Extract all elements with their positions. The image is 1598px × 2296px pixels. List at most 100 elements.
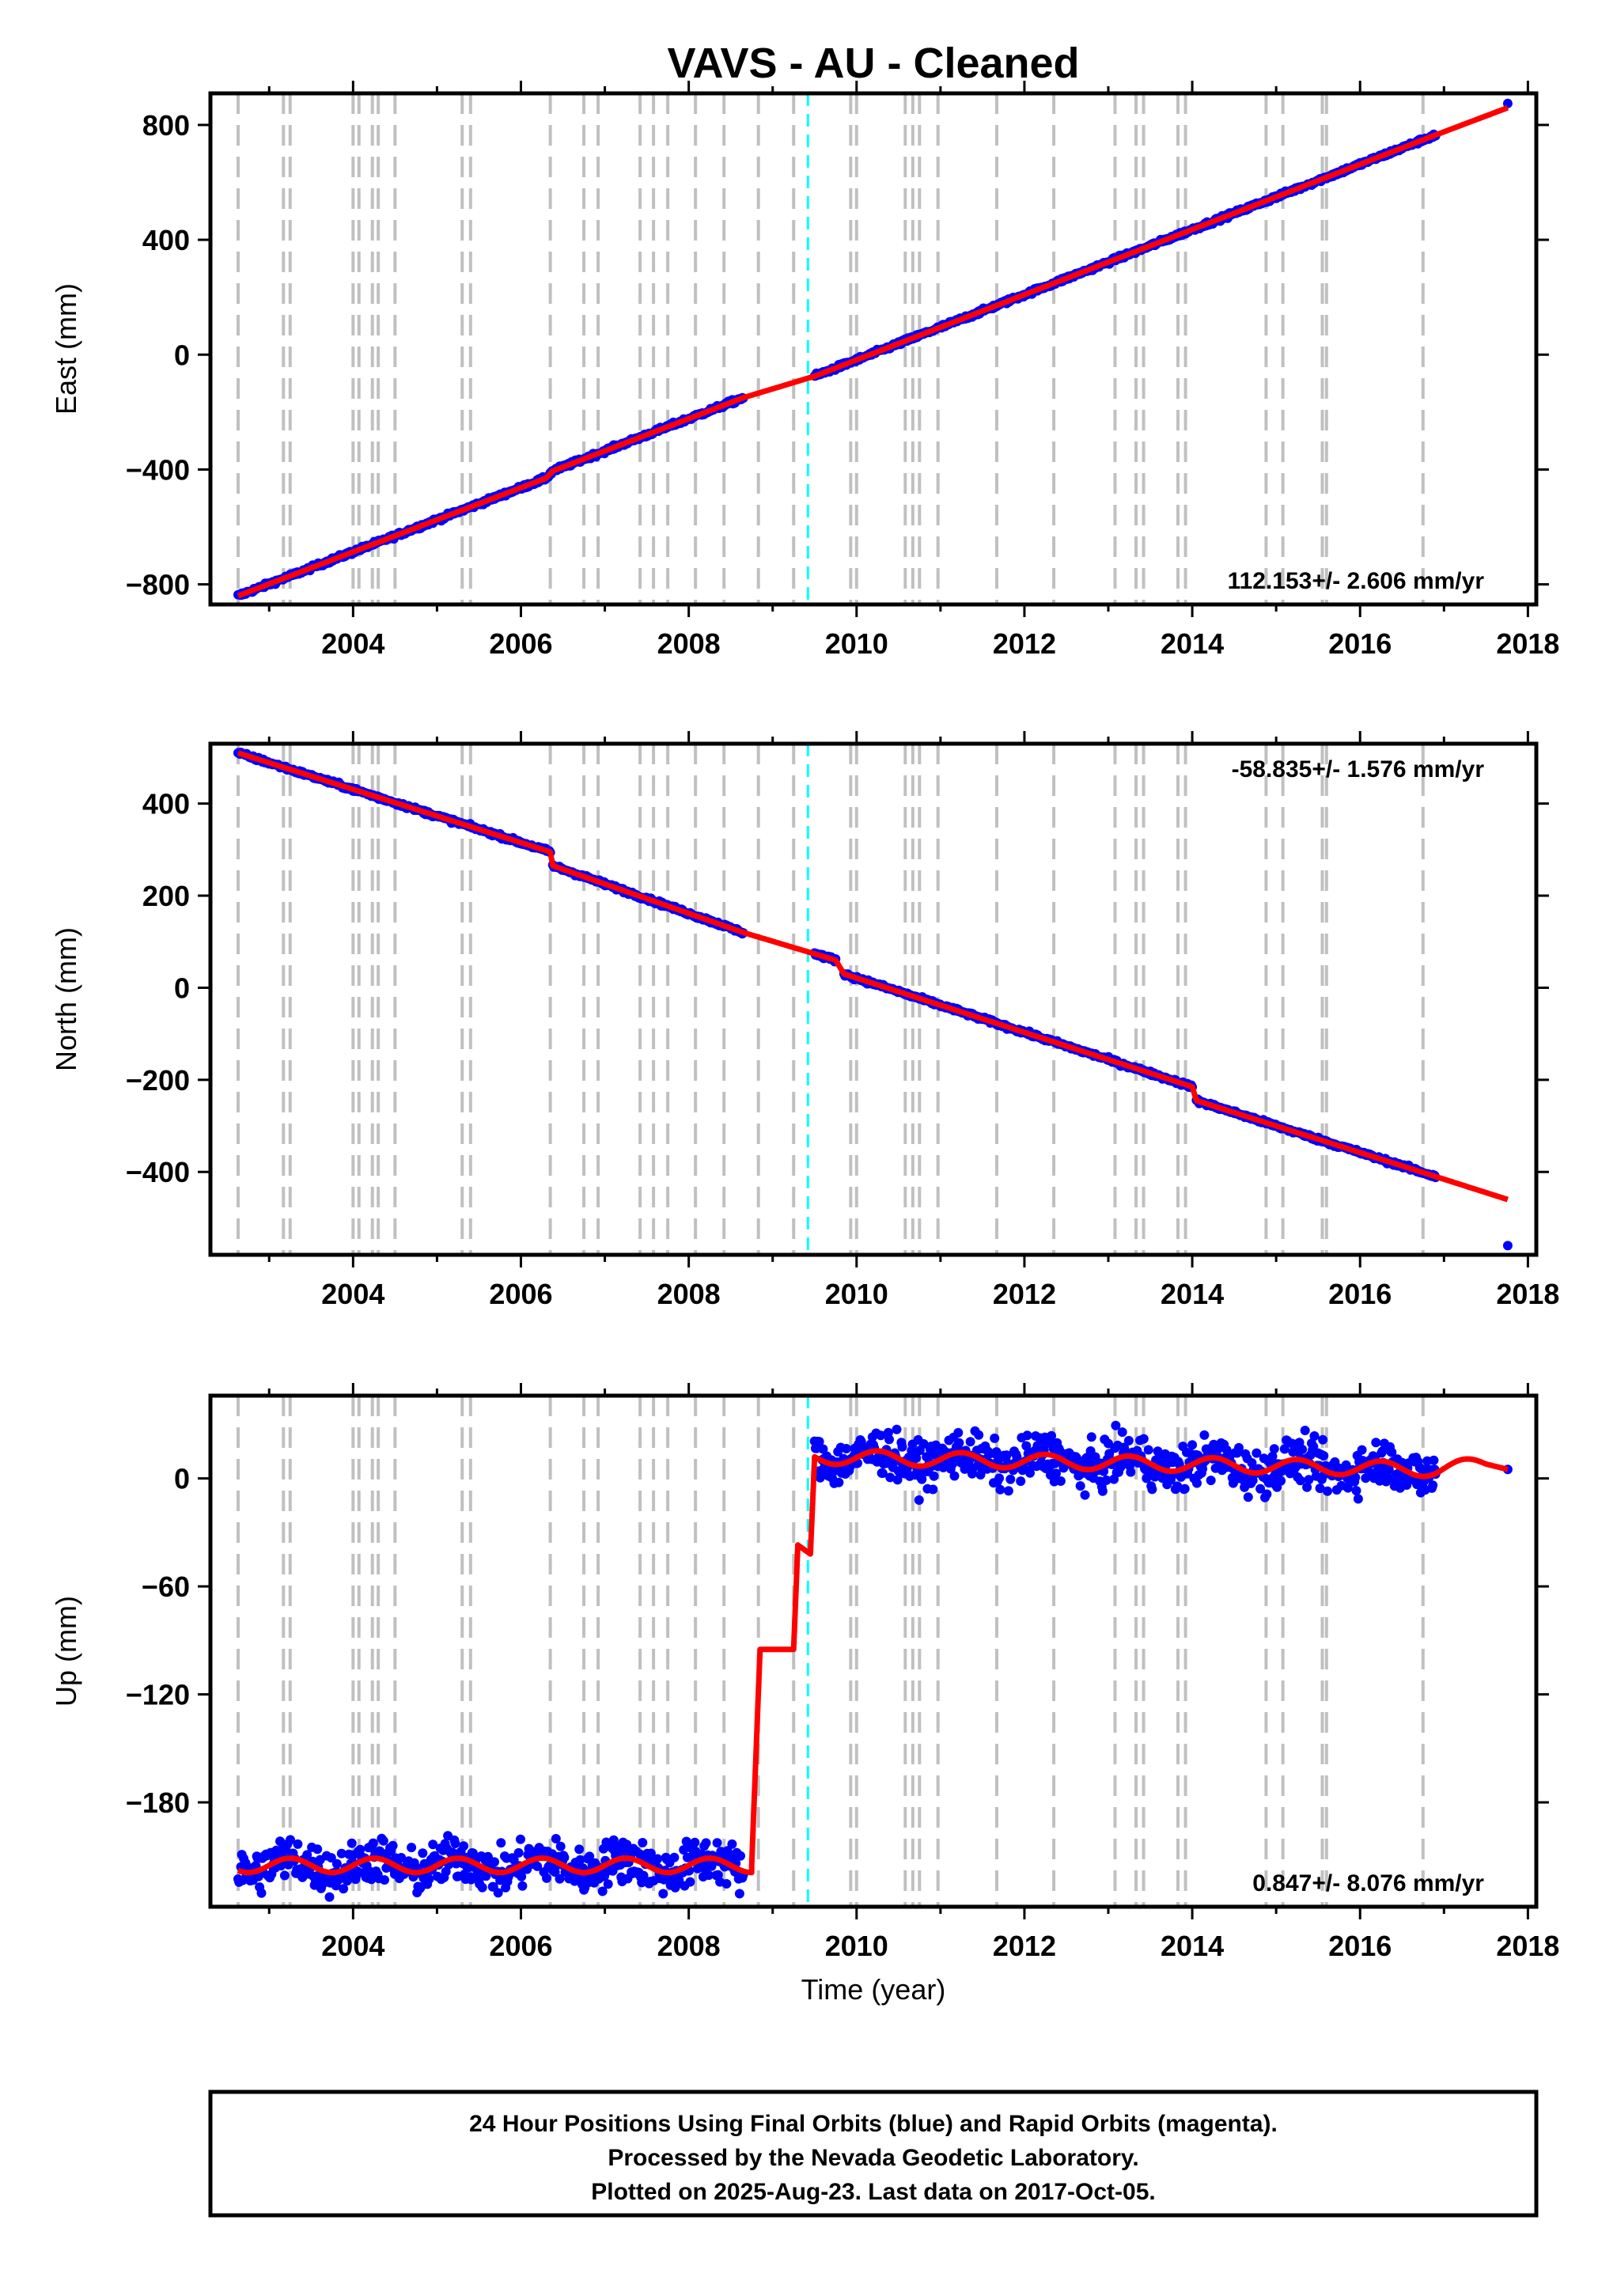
- data-point: [1502, 1241, 1513, 1251]
- x-tick-label: 2008: [657, 1278, 721, 1310]
- data-point: [302, 1850, 312, 1860]
- data-point: [685, 1877, 695, 1887]
- data-point: [953, 1427, 964, 1438]
- data-point: [929, 1471, 939, 1481]
- data-point: [1192, 1478, 1202, 1488]
- data-point: [509, 1855, 519, 1865]
- data-point: [974, 1430, 984, 1440]
- data-point: [368, 1838, 378, 1848]
- data-point: [1123, 1435, 1134, 1445]
- data-point: [1221, 1445, 1232, 1455]
- data-point: [669, 1852, 680, 1862]
- data-point: [884, 1434, 894, 1445]
- data-point: [418, 1848, 428, 1858]
- y-tick-label: 400: [142, 224, 190, 256]
- data-point: [1111, 1420, 1121, 1430]
- x-tick-label: 2010: [825, 1278, 888, 1310]
- y-tick-label: 0: [174, 339, 190, 371]
- data-point: [516, 1834, 525, 1844]
- data-point: [1295, 1476, 1305, 1486]
- data-point: [1051, 1468, 1061, 1479]
- data-point: [551, 1834, 561, 1843]
- x-tick-label: 2010: [825, 627, 888, 660]
- data-point: [815, 1472, 825, 1483]
- data-point: [1252, 1448, 1262, 1458]
- data-point: [1377, 1446, 1388, 1457]
- data-point: [1269, 1444, 1279, 1454]
- y-tick-label: 0: [174, 1463, 190, 1495]
- data-point: [1097, 1486, 1108, 1496]
- data-point: [1104, 1438, 1113, 1449]
- x-tick-label: 2014: [1161, 627, 1224, 660]
- data-point: [312, 1844, 323, 1855]
- data-point: [1428, 1480, 1438, 1491]
- y-tick-label: −120: [126, 1679, 190, 1711]
- data-point: [513, 1847, 524, 1858]
- x-axis-label: Time (year): [801, 1973, 946, 2006]
- east-model-line: [237, 104, 1509, 599]
- north-model-line: [237, 750, 1509, 1203]
- data-point: [448, 1847, 457, 1858]
- data-point: [679, 1845, 689, 1855]
- data-point: [1143, 1445, 1153, 1455]
- data-point: [339, 1884, 349, 1894]
- data-point: [496, 1838, 506, 1848]
- east-rate-label: 112.153+/- 2.606 mm/yr: [1228, 568, 1485, 594]
- data-point: [814, 1437, 824, 1447]
- x-tick-label: 2012: [993, 627, 1056, 660]
- data-point: [1279, 1444, 1289, 1454]
- data-point: [897, 1442, 907, 1452]
- data-point: [366, 1874, 377, 1885]
- data-point: [1234, 1442, 1244, 1453]
- footer-line-2: Processed by the Nevada Geodetic Laborat…: [608, 2145, 1138, 2171]
- north-plot-area: [233, 744, 1513, 1255]
- x-tick-label: 2016: [1328, 1930, 1392, 1962]
- data-point: [532, 1861, 543, 1871]
- panels: 2004 2006 2008 2010 2012 2014 2016 2018 −800 −400…: [50, 81, 1559, 1962]
- data-point: [638, 1838, 648, 1847]
- data-point: [954, 1438, 964, 1448]
- data-point: [1166, 1475, 1176, 1485]
- up-model-line: [237, 1448, 1509, 1876]
- data-point: [603, 1879, 613, 1889]
- data-point: [1319, 1451, 1329, 1461]
- x-tick-label: 2004: [321, 1278, 384, 1310]
- data-point: [542, 1873, 551, 1883]
- y-tick-label: −400: [126, 453, 190, 486]
- data-point: [918, 1439, 929, 1449]
- data-point: [1005, 1474, 1016, 1484]
- data-point: [1297, 1445, 1308, 1454]
- figure-title: VAVS - AU - Cleaned: [667, 40, 1079, 87]
- y-tick-label: 800: [142, 109, 190, 142]
- east-plot-area: [233, 93, 1513, 604]
- data-point: [1255, 1483, 1266, 1494]
- x-tick-label: 2016: [1328, 627, 1392, 660]
- data-point: [293, 1839, 303, 1849]
- data-point: [1180, 1483, 1190, 1494]
- data-point: [1147, 1484, 1157, 1495]
- data-point: [286, 1835, 295, 1845]
- data-point: [517, 1881, 528, 1891]
- data-point: [995, 1484, 1005, 1495]
- data-point: [331, 1858, 342, 1869]
- data-point: [1248, 1476, 1258, 1486]
- data-point: [1276, 1476, 1286, 1486]
- data-point: [1315, 1483, 1325, 1494]
- data-point: [1387, 1447, 1397, 1457]
- data-point: [326, 1853, 336, 1863]
- data-point: [876, 1430, 886, 1441]
- data-point: [481, 1871, 491, 1881]
- data-point: [1357, 1445, 1367, 1455]
- data-point: [1371, 1438, 1381, 1448]
- data-point: [597, 1886, 608, 1896]
- x-tick-label: 2018: [1496, 627, 1559, 660]
- data-point: [681, 1836, 691, 1847]
- data-point: [1025, 1468, 1035, 1478]
- y-tick-label: 0: [174, 972, 190, 1004]
- y-tick-label: −800: [126, 569, 190, 601]
- data-point: [1300, 1426, 1310, 1435]
- data-point: [477, 1882, 487, 1892]
- data-point: [396, 1853, 407, 1862]
- data-point: [1318, 1434, 1328, 1445]
